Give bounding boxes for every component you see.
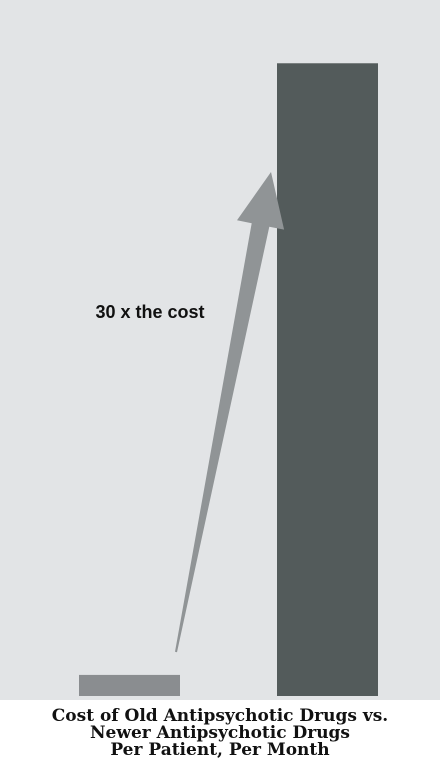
bars-layer	[79, 63, 378, 697]
chart-title-line-3: Per Patient, Per Month	[110, 740, 330, 760]
chart-title-line-2: Newer Antipsychotic Drugs	[89, 723, 351, 743]
bar-newer-antipsychotic	[277, 63, 378, 697]
annotation-layer: 30 x the cost	[95, 172, 285, 653]
chart-panel: 30 x the cost	[0, 0, 440, 700]
chart-title-line-1: Cost of Old Antipsychotic Drugs vs.	[51, 706, 389, 726]
chart-svg: 30 x the cost	[79, 63, 378, 697]
annotation-label: 30 x the cost	[95, 302, 204, 322]
chart-title: Cost of Old Antipsychotic Drugs vs. Newe…	[0, 708, 440, 759]
bar-old-antipsychotic	[79, 674, 180, 696]
cost-increase-arrow	[175, 172, 285, 653]
